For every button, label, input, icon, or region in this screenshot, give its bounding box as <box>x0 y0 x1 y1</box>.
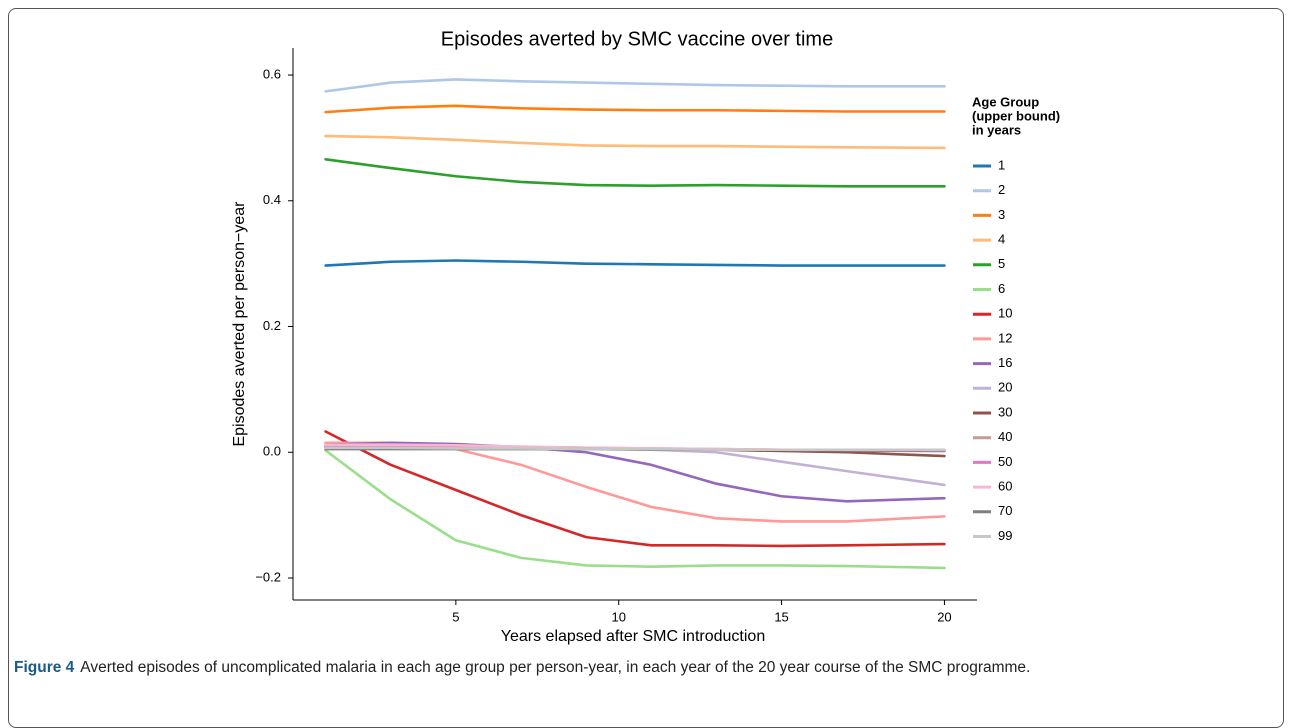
legend-label: 16 <box>998 355 1012 370</box>
legend-label: 40 <box>998 429 1012 444</box>
legend-label: 6 <box>998 281 1005 296</box>
legend-label: 12 <box>998 330 1012 345</box>
chart: Episodes averted by SMC vaccine over tim… <box>231 28 1060 645</box>
legend-label: 99 <box>998 528 1012 543</box>
caption-label: Figure 4 <box>14 659 75 676</box>
data-line <box>324 78 946 93</box>
legend-label: 50 <box>998 454 1012 469</box>
legend-label: 70 <box>998 503 1012 518</box>
x-tick-label: 5 <box>452 609 459 624</box>
legend-title: Age Group <box>972 94 1039 109</box>
legend-label: 3 <box>998 207 1005 222</box>
y-tick-label: 0.6 <box>263 66 281 81</box>
legend-label: 10 <box>998 306 1012 321</box>
legend-label: 60 <box>998 479 1012 494</box>
caption-text: Averted episodes of uncomplicated malari… <box>80 659 1031 676</box>
legend-label: 30 <box>998 404 1012 419</box>
x-axis-label: Years elapsed after SMC introduction <box>501 628 765 645</box>
data-line <box>324 157 946 188</box>
legend-label: 4 <box>998 232 1005 247</box>
x-tick-label: 15 <box>774 609 788 624</box>
y-tick-label: 0.0 <box>263 444 281 459</box>
data-line <box>324 446 946 452</box>
y-tick-label: −0.2 <box>255 569 281 584</box>
legend-label: 5 <box>998 256 1005 271</box>
legend-title: (upper bound) <box>972 108 1060 123</box>
chart-title: Episodes averted by SMC vaccine over tim… <box>441 28 833 50</box>
data-line <box>324 134 946 150</box>
legend-label: 2 <box>998 182 1005 197</box>
figure-caption: Figure 4 Averted episodes of uncomplicate… <box>14 657 1269 679</box>
x-tick-label: 10 <box>611 609 625 624</box>
legend-title: in years <box>972 122 1021 137</box>
data-line <box>324 259 946 267</box>
y-tick-label: 0.2 <box>263 318 281 333</box>
legend-label: 20 <box>998 380 1012 395</box>
x-tick-label: 20 <box>937 609 951 624</box>
legend-label: 1 <box>998 157 1005 172</box>
y-tick-label: 0.4 <box>263 192 281 207</box>
data-line <box>324 441 946 503</box>
data-line <box>324 430 946 548</box>
data-line <box>324 441 946 523</box>
data-line <box>324 449 946 570</box>
data-line <box>324 104 946 114</box>
y-axis-label: Episodes averted per person−year <box>231 201 248 447</box>
